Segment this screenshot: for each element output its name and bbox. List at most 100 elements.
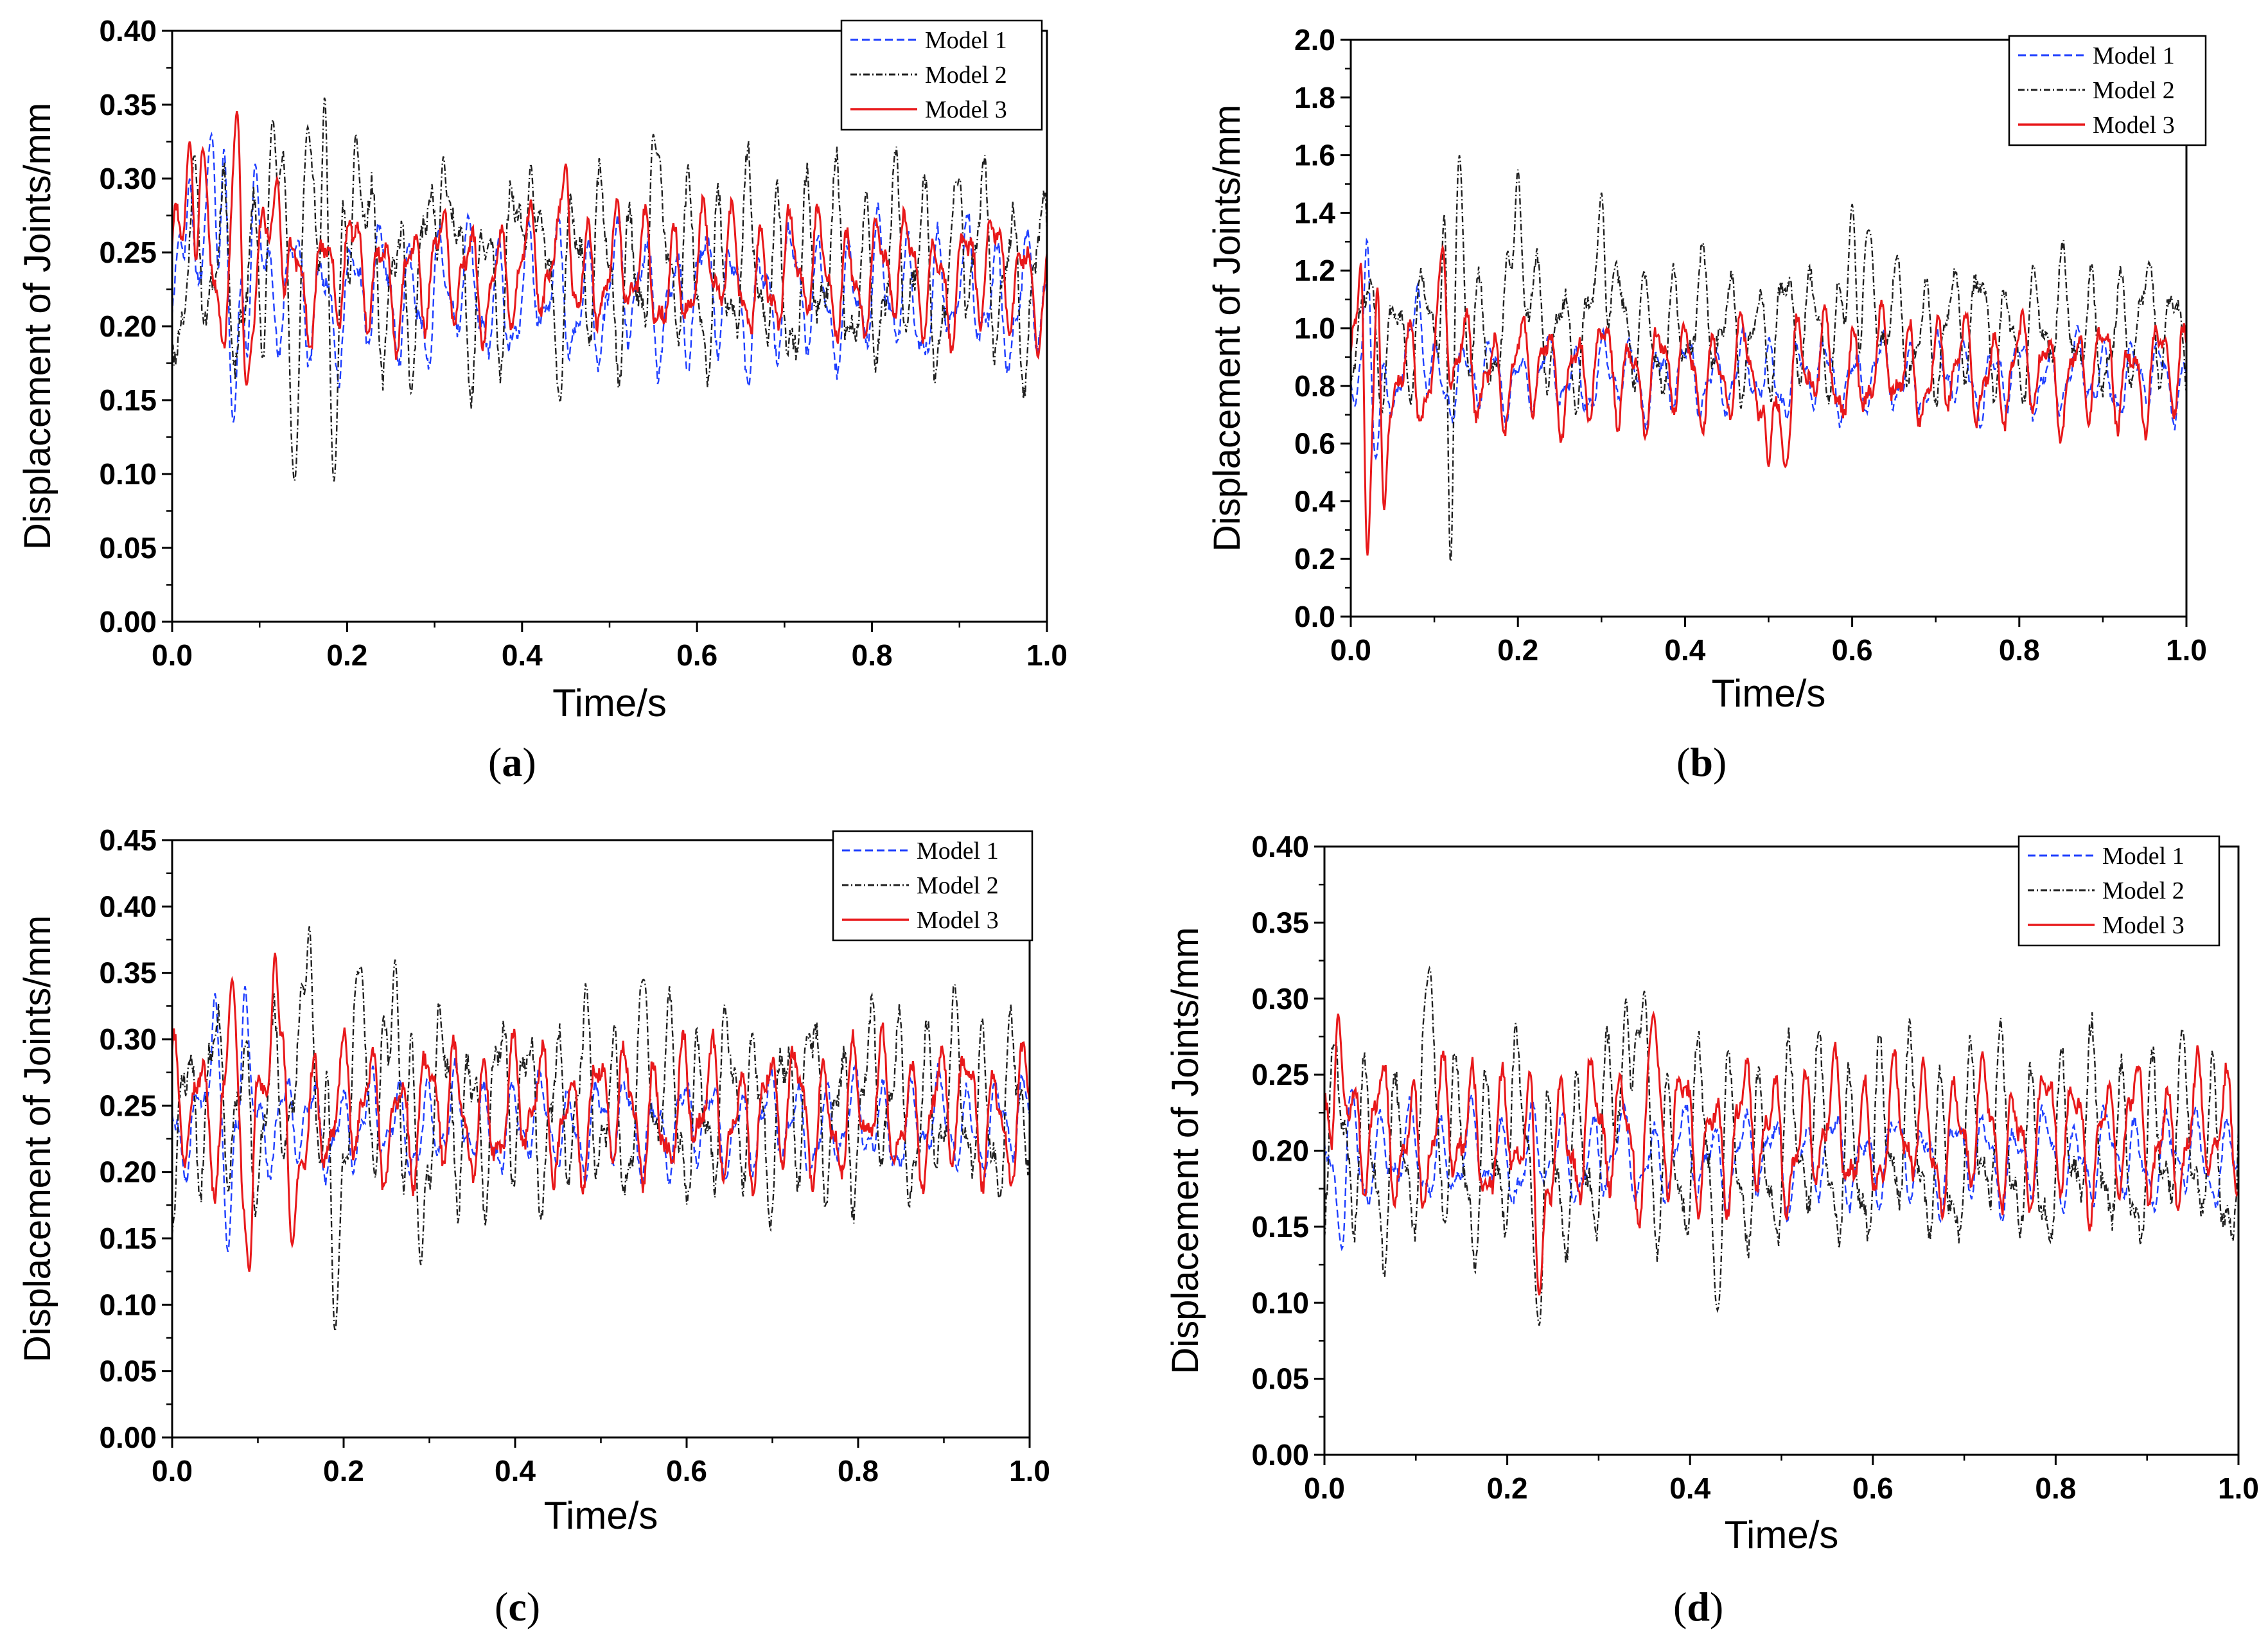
series-line-model-2 [1351,155,2186,562]
y-tick-label: 0.4 [1294,484,1335,518]
legend-label: Model 3 [2093,112,2175,139]
x-axis-title: Time/s [552,681,667,725]
chart-panel-d: 0.00 0.05 0.10 0.15 0.20 0.25 0.30 0.35 0.40 0.0 0… [1165,830,2259,1556]
series-line-model-1 [172,131,1047,423]
panel-caption-b: (b) [1676,739,1727,785]
series-line-model-2 [172,97,1047,482]
x-tick-label: 0.2 [323,1454,364,1488]
legend-label: Model 1 [2093,42,2175,69]
panel-caption-a: (a) [488,739,536,785]
y-tick-label: 0.10 [99,457,157,491]
legend-label: Model 1 [925,27,1007,54]
y-tick-label: 0.25 [99,1089,157,1122]
x-tick-label: 0.6 [666,1454,707,1488]
legend-box [832,830,1033,942]
legend-label: Model 1 [2102,843,2184,870]
y-tick-label: 0.40 [99,890,157,923]
y-tick-label: 0.40 [1251,830,1309,863]
series-line-model-1 [1351,237,2186,461]
y-tick-label: 0.00 [99,1421,157,1454]
x-tick-label: 0.2 [1497,633,1538,667]
y-tick-label: 0.0 [1294,600,1335,633]
legend-label: Model 2 [925,62,1007,89]
y-tick-label: 0.40 [99,14,157,48]
series-line-model-3 [172,953,1030,1272]
x-tick-label: 0.0 [152,638,193,672]
y-tick-label: 0.10 [99,1288,157,1321]
x-tick-label: 0.4 [502,638,543,672]
y-tick-label: 0.00 [1251,1438,1309,1472]
series-line-model-3 [1351,243,2186,556]
x-tick-label: 0.6 [676,638,717,672]
series-line-model-2 [1324,965,2238,1326]
y-tick-label: 0.05 [1251,1362,1309,1396]
legend: Model 1 Model 2 Model 3 [840,19,1043,131]
y-tick-label: 0.15 [1251,1210,1309,1243]
panel-caption-c: (c) [495,1584,541,1630]
chart-panel-b: 0.0 0.2 0.4 0.6 0.8 1.0 1.2 1.4 1.6 1.8 2.0 0.0 0.2 0… [1206,23,2207,715]
y-tick-label: 0.25 [99,236,157,269]
legend-label: Model 3 [917,907,999,934]
x-tick-label: 1.0 [1009,1454,1050,1488]
x-axis-title: Time/s [1725,1513,1839,1556]
legend-box [2008,35,2207,146]
x-axis-title: Time/s [544,1494,658,1537]
y-tick-label: 0.20 [99,310,157,343]
legend-label: Model 3 [2102,912,2184,939]
chart-panel-c: 0.00 0.05 0.10 0.15 0.20 0.25 0.30 0.35 0.40 0.45… [17,823,1050,1537]
y-tick-label: 0.05 [99,531,157,565]
y-tick-label: 1.8 [1294,81,1335,114]
legend-label: Model 1 [917,838,999,865]
legend-box [840,19,1043,131]
y-tick-label: 0.30 [99,162,157,195]
y-axis-title: Displacement of Joints/mm [17,103,58,550]
y-tick-label: 0.35 [1251,906,1309,939]
series-line-model-1 [1324,1088,2238,1252]
y-tick-label: 0.30 [99,1023,157,1056]
y-axis-title: Displacement of Joints/mm [1165,927,1206,1374]
legend: Model 1 Model 2 Model 3 [832,830,1033,942]
x-tick-label: 0.8 [1999,633,2040,667]
y-tick-label: 0.20 [1251,1134,1309,1168]
x-axis-title: Time/s [1712,672,1826,715]
legend-label: Model 2 [2102,877,2184,904]
x-tick-label: 1.0 [2218,1472,2259,1505]
y-tick-label: 0.20 [99,1155,157,1189]
y-tick-label: 1.4 [1294,196,1335,229]
y-tick-label: 0.30 [1251,982,1309,1015]
series-line-model-3 [172,110,1047,386]
x-tick-label: 0.0 [1330,633,1371,667]
y-tick-label: 0.2 [1294,542,1335,575]
x-tick-label: 0.6 [1852,1472,1894,1505]
y-tick-label: 0.15 [99,1222,157,1255]
y-tick-label: 0.6 [1294,427,1335,461]
y-tick-label: 0.8 [1294,369,1335,403]
legend-label: Model 2 [917,872,999,899]
series-line-model-2 [172,926,1030,1331]
x-tick-label: 0.0 [1304,1472,1345,1505]
y-tick-label: 1.6 [1294,139,1335,172]
legend-label: Model 2 [2093,77,2175,104]
y-tick-label: 0.00 [99,605,157,638]
x-tick-label: 1.0 [1026,638,1068,672]
x-tick-label: 0.8 [838,1454,879,1488]
y-tick-label: 0.05 [99,1355,157,1388]
series-line-model-3 [1324,1010,2238,1296]
panel-caption-d: (d) [1673,1584,1724,1630]
y-axis-title: Displacement of Joints/mm [1206,105,1248,552]
x-tick-label: 0.0 [152,1454,193,1488]
x-tick-label: 0.4 [495,1454,536,1488]
x-tick-label: 0.4 [1669,1472,1710,1505]
y-tick-label: 0.35 [99,956,157,990]
y-tick-label: 0.10 [1251,1286,1309,1319]
x-tick-label: 0.6 [1832,633,1873,667]
legend-label: Model 3 [925,96,1007,123]
x-tick-label: 0.2 [1487,1472,1528,1505]
chart-panel-a: 0.00 0.05 0.10 0.15 0.20 0.25 0.30 0.35 0.40 0.0 0… [17,14,1068,725]
y-tick-label: 2.0 [1294,23,1335,57]
x-tick-label: 1.0 [2166,633,2207,667]
y-tick-label: 0.35 [99,88,157,121]
y-tick-label: 1.0 [1294,312,1335,345]
x-tick-label: 0.8 [852,638,893,672]
